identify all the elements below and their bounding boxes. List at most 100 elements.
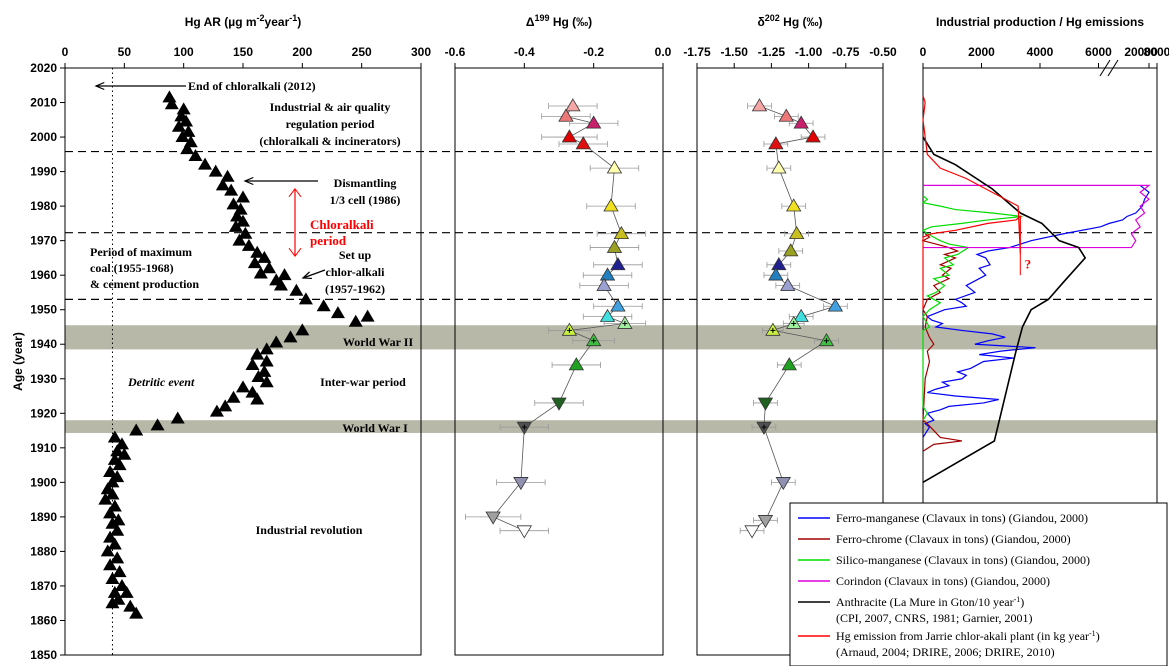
iso-point-d199 <box>566 99 580 111</box>
iso-point-d202 <box>776 477 790 489</box>
iso-point-d202 <box>828 299 842 311</box>
hg-ar-point <box>177 102 191 114</box>
y-tick-label: 1870 <box>30 579 57 593</box>
y-tick-label: 1980 <box>30 199 57 213</box>
iso-point-d202 <box>787 199 801 211</box>
legend-label-2: Silico-manganese (Clavaux in tons) (Gian… <box>836 553 1090 567</box>
iso-point-d199 <box>514 477 528 489</box>
iso-point-d199 <box>517 526 531 538</box>
iso-point-d199 <box>486 512 500 524</box>
legend-part: Ferro-manganese (Clavaux in tons) (Giand… <box>836 511 1088 525</box>
annotation-6: Chloralkali <box>310 217 374 232</box>
x-tick-label: -1.25 <box>758 45 786 59</box>
x-tick-label: -0.50 <box>869 45 897 59</box>
hg-ar-point <box>245 358 259 370</box>
annotation-4: Dismantling <box>334 176 397 190</box>
iso-point-d202 <box>779 109 793 121</box>
hg-ar-point <box>209 165 223 177</box>
hg-ar-point <box>289 284 303 296</box>
y-tick-label: 1860 <box>30 613 57 627</box>
hg-ar-point <box>349 315 363 327</box>
iso-point-d202 <box>794 116 808 128</box>
y-tick-label: 1990 <box>30 165 57 179</box>
iso-point-d202 <box>758 398 772 410</box>
title-part: Hg (‰) <box>550 15 593 29</box>
x-tick-label: 300 <box>411 45 431 59</box>
legend-label-0: Ferro-manganese (Clavaux in tons) (Giand… <box>836 511 1088 525</box>
y-tick-label: 1960 <box>30 268 57 282</box>
y-tick-label: 1900 <box>30 475 57 489</box>
panel-frame-hg_ar <box>65 68 421 655</box>
x-tick-label: 200 <box>292 45 312 59</box>
title-part: 202 <box>765 13 780 23</box>
x-tick-label: -0.4 <box>514 45 535 59</box>
iso-point-d199 <box>611 258 625 270</box>
x-tick-label: 0 <box>920 45 927 59</box>
iso-point-d202 <box>782 358 796 370</box>
legend-part: -1 <box>1014 595 1021 604</box>
annotation-14: World War II <box>343 335 414 349</box>
iso-point-d202 <box>745 526 759 538</box>
y-tick-label: 1970 <box>30 234 57 248</box>
x-tick-label: -1.00 <box>795 45 823 59</box>
legend-part: Hg emission from Jarrie chlor-akali plan… <box>836 629 1089 643</box>
y-tick-label: 1910 <box>30 441 57 455</box>
iso-point-d202 <box>790 227 804 239</box>
annotation-7: period <box>310 233 347 248</box>
title-part: -1 <box>289 13 297 23</box>
y-tick-label: 1880 <box>30 544 57 558</box>
hg-ar-point <box>171 411 185 423</box>
legend-label-5: Hg emission from Jarrie chlor-akali plan… <box>836 629 1100 644</box>
x-tick-label: -1.50 <box>721 45 749 59</box>
x-tick-label: 6000 <box>1085 45 1112 59</box>
legend-part: Ferro-chrome (Clavaux in tons) (Giandou,… <box>836 532 1071 546</box>
iso-point-d199 <box>569 358 583 370</box>
arrow-setup <box>303 270 325 278</box>
annotations: End of chloralkali (2012) Industrial & ai… <box>90 79 1031 537</box>
panel-frame-d199 <box>455 68 663 655</box>
legend-part: Anthracite (La Mure in Gton/10 year <box>836 595 1014 609</box>
hg-ar-point <box>236 380 250 392</box>
panel-title-hg-ar: Hg AR (µg m-2year-1) <box>185 13 302 29</box>
legend-part: Silico-manganese (Clavaux in tons) (Gian… <box>836 553 1090 567</box>
iso-point-d202 <box>758 515 772 527</box>
title-part: 199 <box>534 13 549 23</box>
iso-point-d202 <box>794 310 808 322</box>
panel-title-d199: Δ199 Hg (‰) <box>526 13 592 29</box>
hg-ar-point <box>317 299 331 311</box>
x-tick-label-broken: 20000 <box>1124 45 1158 59</box>
y-tick-label: 1930 <box>30 372 57 386</box>
y-tick-label: 2010 <box>30 96 57 110</box>
hg-ar-point <box>331 306 345 318</box>
y-tick-label: 1940 <box>30 337 57 351</box>
x-tick-label: 4000 <box>1027 45 1054 59</box>
legend-ref-5: (Arnaud, 2004; DRIRE, 2006; DRIRE, 2010) <box>836 645 1055 659</box>
iso-point-d199 <box>611 299 625 311</box>
annotation-8: Period of maximum <box>90 245 192 259</box>
x-tick-label: -0.2 <box>583 45 604 59</box>
annotation-2: regulation period <box>286 117 375 131</box>
series-line-0 <box>923 185 1149 437</box>
annotation-11: Set up <box>339 248 372 262</box>
iso-point-d199 <box>562 130 576 142</box>
annotation-15: Inter-war period <box>320 375 406 389</box>
y-axis-title: Age (year) <box>11 332 25 391</box>
x-tick-label: 50 <box>118 45 132 59</box>
x-tick-label: 250 <box>352 45 372 59</box>
iso-point-d199 <box>604 199 618 211</box>
iso-point-d199 <box>607 241 621 253</box>
annotation-5: 1/3 cell (1986) <box>330 193 401 207</box>
title-part: Hg AR (µg m <box>185 15 257 29</box>
series-line-3 <box>923 185 1149 247</box>
y-tick-label: 2020 <box>30 61 57 75</box>
iso-point-d202 <box>772 161 786 173</box>
annotation-12: chlor-alkali <box>326 265 386 279</box>
x-tick-label: -0.6 <box>445 45 466 59</box>
title-part: ) <box>297 15 301 29</box>
panel-title-industrial: Industrial production / Hg emissions <box>936 15 1144 29</box>
legend-ref-4: (CPI, 2007, CNRS, 1981; Garnier, 2001) <box>836 611 1033 625</box>
title-part: -2 <box>257 13 265 23</box>
y-tick-label: 1920 <box>30 406 57 420</box>
legend: Ferro-manganese (Clavaux in tons) (Giand… <box>790 503 1167 666</box>
